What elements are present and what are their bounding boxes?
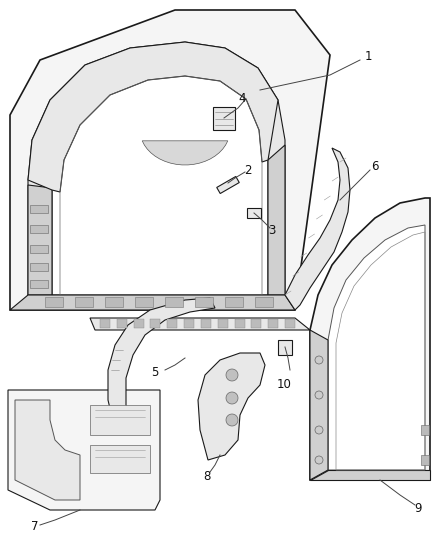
Polygon shape	[213, 107, 235, 130]
Circle shape	[226, 414, 238, 426]
Polygon shape	[30, 263, 48, 271]
Polygon shape	[328, 225, 425, 470]
Text: 9: 9	[414, 502, 422, 514]
Polygon shape	[310, 330, 328, 480]
Circle shape	[315, 426, 323, 434]
FancyBboxPatch shape	[421, 455, 429, 465]
Polygon shape	[255, 297, 273, 307]
Circle shape	[315, 356, 323, 364]
Polygon shape	[247, 208, 261, 218]
Polygon shape	[251, 319, 261, 328]
Text: 1: 1	[365, 51, 372, 63]
Text: 10: 10	[276, 378, 291, 392]
Polygon shape	[218, 319, 228, 328]
Polygon shape	[310, 470, 430, 480]
Polygon shape	[45, 297, 63, 307]
Polygon shape	[268, 145, 285, 295]
Polygon shape	[278, 340, 292, 355]
Text: 7: 7	[31, 521, 39, 533]
Polygon shape	[117, 319, 127, 328]
Polygon shape	[310, 198, 430, 480]
Circle shape	[315, 456, 323, 464]
Text: 6: 6	[371, 159, 379, 173]
Text: 8: 8	[203, 470, 211, 482]
Polygon shape	[201, 319, 211, 328]
Polygon shape	[30, 225, 48, 233]
Polygon shape	[28, 42, 285, 295]
Text: 2: 2	[244, 164, 252, 176]
Polygon shape	[184, 319, 194, 328]
Polygon shape	[90, 445, 150, 473]
Polygon shape	[195, 297, 213, 307]
Polygon shape	[28, 42, 278, 192]
Polygon shape	[285, 148, 350, 310]
Polygon shape	[30, 245, 48, 253]
Polygon shape	[10, 10, 330, 310]
Polygon shape	[30, 280, 48, 288]
Polygon shape	[217, 176, 239, 193]
Polygon shape	[75, 297, 93, 307]
Polygon shape	[28, 185, 52, 295]
Polygon shape	[198, 353, 265, 460]
Polygon shape	[10, 295, 295, 310]
FancyBboxPatch shape	[421, 425, 429, 435]
Text: 3: 3	[268, 223, 276, 237]
Polygon shape	[142, 141, 228, 165]
Polygon shape	[30, 205, 48, 213]
Circle shape	[226, 392, 238, 404]
Polygon shape	[100, 319, 110, 328]
Polygon shape	[151, 319, 160, 328]
Polygon shape	[8, 390, 160, 510]
Polygon shape	[268, 319, 278, 328]
Polygon shape	[90, 318, 310, 330]
Text: 5: 5	[151, 367, 159, 379]
Polygon shape	[135, 297, 153, 307]
Polygon shape	[15, 400, 80, 500]
Text: 4: 4	[238, 92, 246, 104]
Polygon shape	[167, 319, 177, 328]
Polygon shape	[105, 297, 123, 307]
Polygon shape	[165, 297, 183, 307]
Polygon shape	[285, 319, 295, 328]
Circle shape	[226, 369, 238, 381]
Polygon shape	[108, 298, 215, 433]
Polygon shape	[225, 297, 243, 307]
Polygon shape	[90, 405, 150, 435]
Circle shape	[315, 391, 323, 399]
Polygon shape	[134, 319, 144, 328]
Polygon shape	[234, 319, 244, 328]
Polygon shape	[52, 68, 268, 295]
